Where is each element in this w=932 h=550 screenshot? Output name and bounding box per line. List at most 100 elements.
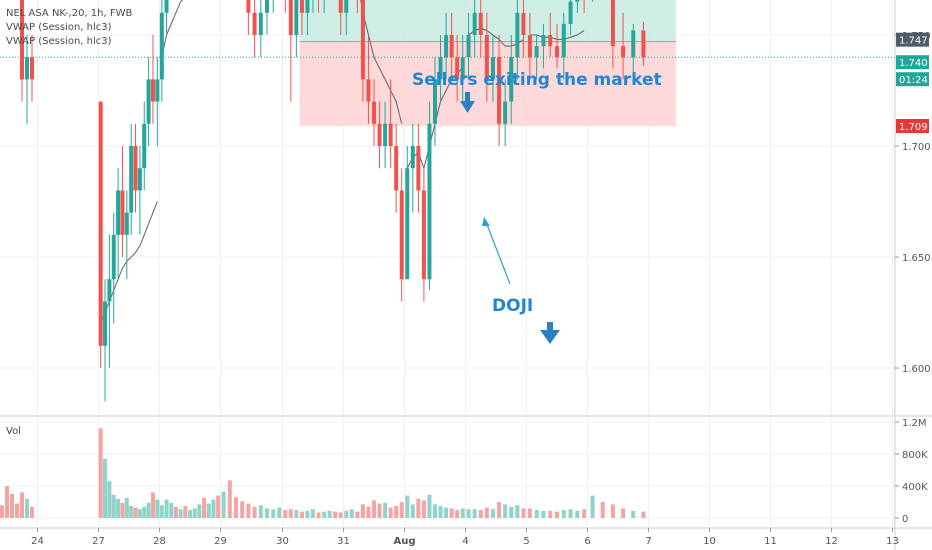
arrow-down-shaft bbox=[465, 92, 470, 104]
volume-bar-26 bbox=[183, 506, 188, 518]
candle-body-65 bbox=[399, 190, 404, 280]
volume-bar-69 bbox=[421, 500, 426, 518]
volume-bar-60 bbox=[372, 500, 376, 518]
volume-bar-48 bbox=[305, 510, 310, 518]
volume-bar-78 bbox=[472, 509, 477, 518]
volume-bar-77 bbox=[466, 509, 471, 518]
volume-bar-79 bbox=[478, 510, 483, 518]
candle-body-66 bbox=[405, 168, 410, 280]
volume-bar-62 bbox=[383, 502, 388, 518]
candle-body-47 bbox=[299, 0, 304, 13]
volume-bar-17 bbox=[142, 506, 147, 518]
candle-body-68 bbox=[416, 146, 421, 191]
volume-series bbox=[0, 428, 646, 518]
volume-bar-3 bbox=[15, 503, 19, 518]
price-tag-bg-4 bbox=[896, 119, 929, 134]
volume-bar-94 bbox=[575, 510, 580, 518]
volume-bar-43 bbox=[277, 507, 282, 518]
volume-tick-label-0: 1.2M bbox=[902, 418, 927, 429]
candle-body-100 bbox=[631, 30, 636, 58]
candle-body-46 bbox=[294, 0, 299, 35]
volume-bar-39 bbox=[252, 506, 257, 518]
volume-bar-11 bbox=[116, 498, 121, 518]
candle-body-70 bbox=[427, 123, 432, 280]
chart-annotations: Sellers exiting the market DOJI bbox=[412, 70, 662, 344]
price-tick-label-5: 1.650 bbox=[902, 253, 931, 264]
volume-bar-92 bbox=[561, 510, 566, 518]
volume-bar-20 bbox=[155, 499, 160, 518]
volume-bar-44 bbox=[283, 510, 288, 518]
candle-body-58 bbox=[360, 0, 365, 80]
volume-bar-12 bbox=[120, 502, 125, 518]
candle-body-86 bbox=[521, 12, 526, 36]
indicator-legend-1: VWAP (Session, hlc3) bbox=[6, 22, 112, 33]
volume-bar-83 bbox=[503, 504, 508, 518]
price-tag-label-1: 1.747 bbox=[899, 36, 928, 47]
time-tick-label-11: 10 bbox=[703, 536, 716, 547]
vwap-segment-7 bbox=[468, 27, 524, 47]
candle-body-101 bbox=[641, 30, 646, 58]
candle-body-14 bbox=[129, 146, 134, 213]
candle-body-92 bbox=[561, 23, 566, 58]
long-short-position-box[interactable] bbox=[0, 0, 895, 127]
candle-body-19 bbox=[150, 79, 155, 102]
volume-bar-18 bbox=[146, 502, 151, 518]
volume-bar-32 bbox=[211, 499, 216, 518]
volume-bar-86 bbox=[521, 508, 526, 518]
volume-bar-10 bbox=[111, 494, 116, 518]
time-tick-label-13: 12 bbox=[825, 536, 838, 547]
volume-bar-25 bbox=[178, 509, 183, 518]
candle-body-9 bbox=[107, 279, 112, 302]
candle-body-67 bbox=[410, 146, 415, 169]
volume-tick-label-1: 800K bbox=[902, 450, 928, 461]
candle-body-45 bbox=[288, 0, 293, 36]
volume-bar-16 bbox=[137, 509, 142, 518]
candle-body-48 bbox=[305, 0, 310, 13]
volume-bar-4 bbox=[20, 492, 24, 518]
candle-body-62 bbox=[383, 123, 388, 146]
volume-bar-91 bbox=[555, 511, 559, 518]
volume-bar-76 bbox=[460, 508, 465, 518]
candle-body-77 bbox=[466, 35, 471, 58]
volume-bar-57 bbox=[355, 511, 360, 518]
candle-body-12 bbox=[120, 190, 125, 235]
volume-bar-5 bbox=[25, 498, 29, 518]
candle-body-91 bbox=[555, 46, 559, 58]
candle-body-75 bbox=[455, 57, 460, 80]
time-tick-label-5: 31 bbox=[337, 536, 350, 547]
time-tick-label-1: 27 bbox=[92, 536, 105, 547]
volume-tick-label-2: 400K bbox=[902, 482, 928, 493]
volume-bar-67 bbox=[410, 504, 415, 518]
price-tag-label-2: 1.740 bbox=[899, 58, 928, 69]
volume-bar-47 bbox=[299, 511, 304, 518]
volume-bar-58 bbox=[360, 504, 365, 518]
volume-bar-38 bbox=[246, 503, 251, 518]
symbol-legend: NEL ASA NK-,20, 1h, FWB bbox=[6, 8, 132, 19]
volume-bar-88 bbox=[534, 510, 539, 518]
volume-bar-28 bbox=[192, 508, 197, 518]
candle-body-87 bbox=[527, 35, 532, 58]
volume-bar-93 bbox=[568, 509, 573, 518]
candlestick-series bbox=[20, 0, 646, 402]
doji-pointer-line bbox=[485, 221, 511, 285]
volume-bar-22 bbox=[164, 499, 169, 518]
volume-bar-70 bbox=[427, 494, 432, 518]
volume-bar-37 bbox=[240, 501, 245, 518]
annotation-sellers-exiting: Sellers exiting the market bbox=[412, 70, 662, 90]
volume-bar-15 bbox=[133, 507, 138, 518]
volume-bar-63 bbox=[388, 507, 393, 518]
volume-bar-41 bbox=[265, 508, 269, 518]
candle-body-4 bbox=[20, 0, 24, 80]
arrow-down-head-2 bbox=[540, 330, 560, 344]
volume-bar-50 bbox=[316, 512, 321, 518]
candle-body-72 bbox=[438, 57, 443, 80]
volume-bar-75 bbox=[455, 510, 460, 518]
candle-body-21 bbox=[159, 12, 164, 80]
time-tick-label-9: 6 bbox=[584, 536, 590, 547]
volume-bar-6 bbox=[30, 506, 34, 518]
volume-pane-label: Vol bbox=[6, 426, 21, 437]
vwap-segment-2 bbox=[161, 0, 184, 58]
volume-bar-56 bbox=[349, 509, 354, 518]
candle-body-82 bbox=[497, 57, 502, 124]
volume-bar-98 bbox=[610, 504, 615, 518]
